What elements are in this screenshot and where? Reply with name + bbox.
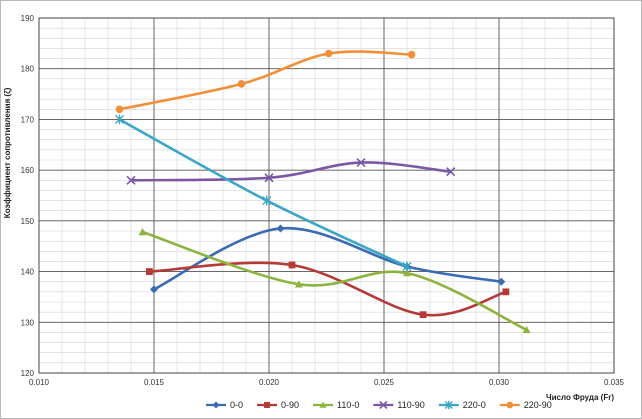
legend-label: 0-0 [230, 400, 243, 410]
data-point [419, 311, 427, 319]
x-tick-labels: 0.010 0.015 0.020 0.025 0.030 0.035 [29, 378, 625, 387]
legend-item: 220-90 [499, 400, 552, 410]
legend-swatch-marker [379, 400, 388, 410]
x-tick-label: 0.035 [604, 378, 625, 387]
y-tick-label: 130 [21, 318, 35, 327]
legend-item: 110-0 [313, 400, 359, 410]
data-point [115, 105, 124, 114]
series-220-90 [115, 49, 416, 114]
y-tick-label: 150 [21, 217, 35, 226]
series-line [129, 161, 452, 182]
data-point [403, 269, 411, 277]
legend-label: 220-0 [463, 400, 486, 410]
data-point [502, 288, 510, 296]
series-line [152, 226, 503, 291]
legend-item: 110-90 [373, 400, 425, 410]
series-220-0 [115, 114, 412, 272]
data-point [522, 325, 531, 334]
y-axis-title: Коэффициент сопротивления (ζ) [3, 87, 12, 218]
y-tick-label: 140 [21, 268, 35, 277]
series-110-0 [138, 228, 531, 334]
legend-swatch-marker [212, 401, 220, 409]
x-tick-label: 0.015 [144, 378, 165, 387]
series-line [141, 230, 528, 332]
series-110-90 [126, 157, 456, 185]
legend-item: 0-90 [257, 400, 299, 410]
series-line [148, 261, 508, 317]
series-line [118, 50, 413, 111]
legend-label: 0-90 [281, 400, 299, 410]
data-point [356, 157, 366, 168]
x-marker-stroke [356, 157, 366, 168]
series-layer [115, 49, 531, 334]
x-axis-title: Число Фруда (Fr) [546, 393, 614, 402]
y-tick-label: 180 [21, 65, 35, 74]
data-point [138, 228, 147, 236]
data-point [325, 49, 333, 58]
y-tick-label: 160 [21, 166, 35, 175]
major-grid [38, 17, 615, 374]
legend-swatch-marker [264, 402, 270, 408]
x-tick-label: 0.025 [374, 378, 395, 387]
data-point [150, 285, 158, 294]
x-marker-stroke [264, 173, 274, 183]
data-point [115, 114, 124, 125]
data-point [402, 261, 412, 272]
series-0-90 [146, 261, 510, 319]
x-tick-label: 0.030 [489, 378, 510, 387]
y-tick-labels: 120 130 140 150 160 170 180 190 [21, 14, 35, 378]
x-marker-stroke [126, 175, 136, 185]
legend-item: 0-0 [206, 400, 243, 410]
legend: 0-0 0-90 110-0 110-90 220-0 220-90 [206, 400, 552, 410]
x-marker-stroke [379, 400, 388, 410]
data-point [446, 167, 456, 177]
x-marker-stroke [446, 167, 456, 177]
legend-label: 110-90 [397, 400, 424, 410]
legend-swatch-marker [444, 400, 453, 410]
y-tick-label: 120 [21, 369, 35, 378]
data-point [264, 173, 274, 183]
plot-frame [38, 17, 615, 374]
y-tick-label: 190 [21, 14, 35, 23]
data-point [407, 50, 416, 59]
legend-swatch-marker [319, 401, 327, 408]
x-tick-label: 0.020 [259, 378, 280, 387]
data-point [146, 268, 153, 275]
data-point [288, 261, 296, 269]
data-point [497, 277, 506, 286]
legend-item: 220-0 [438, 400, 486, 410]
data-point [126, 175, 136, 185]
series-line [118, 118, 409, 268]
minor-grid [39, 18, 614, 373]
y-tick-label: 170 [21, 115, 35, 124]
data-point [262, 195, 272, 206]
series-0-0 [150, 224, 506, 294]
legend-label: 220-90 [524, 400, 552, 410]
legend-swatch-marker [506, 401, 514, 409]
legend-label: 110-0 [337, 400, 359, 410]
data-point [237, 80, 246, 88]
data-point [276, 224, 285, 233]
x-tick-label: 0.010 [29, 378, 50, 387]
data-point [294, 280, 303, 288]
